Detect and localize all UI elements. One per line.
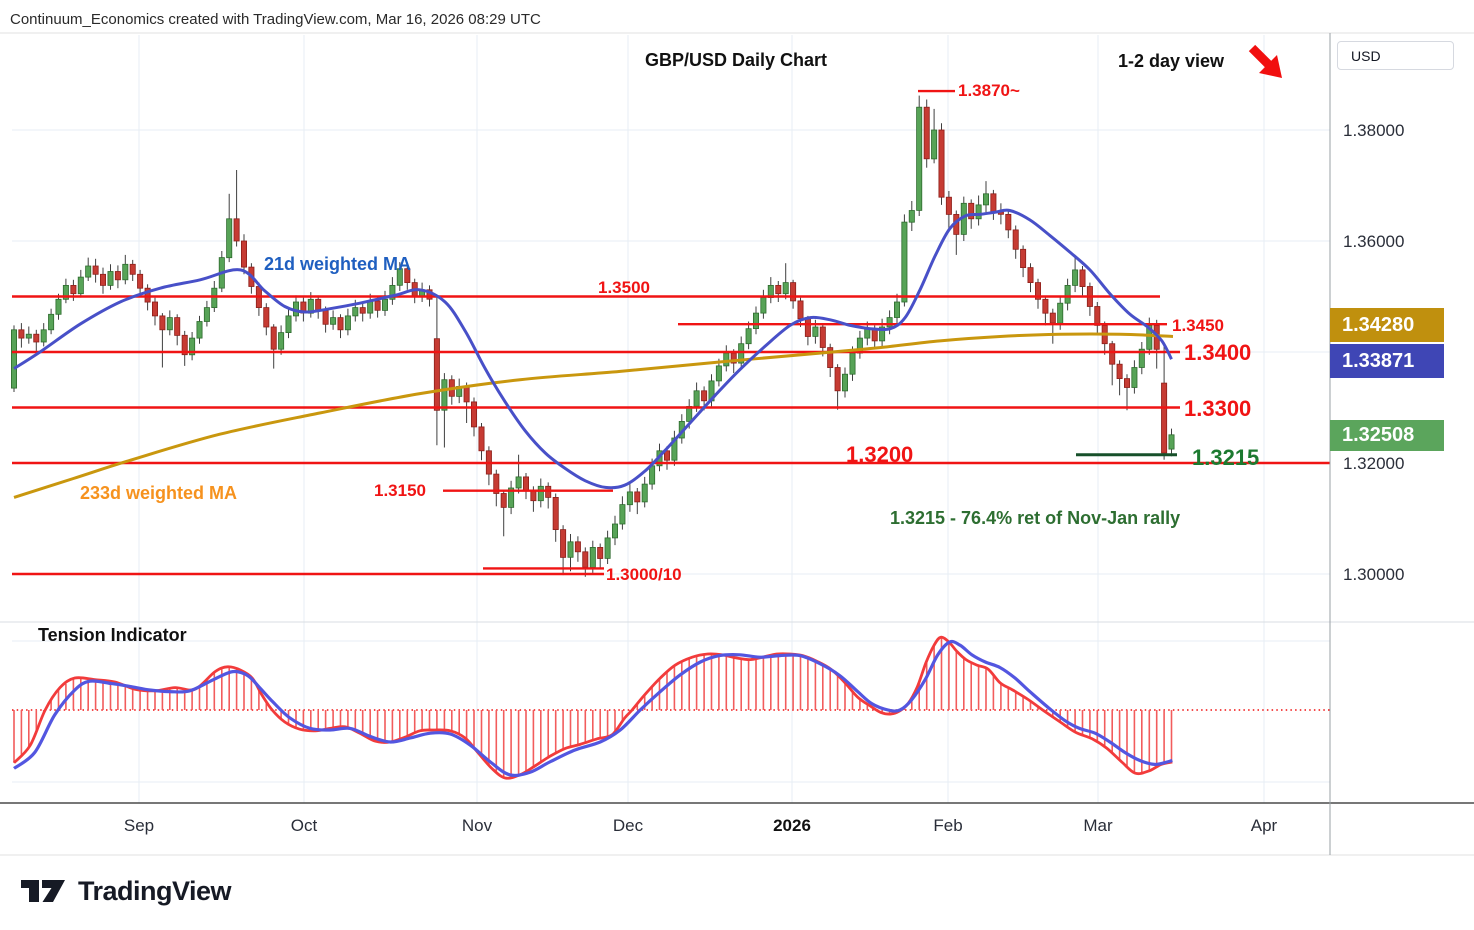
ma-slow-label: 233d weighted MA [80, 483, 238, 503]
level-label: 1.3200 [846, 442, 914, 467]
price-axis-label: 1.38000 [1343, 121, 1405, 140]
grid-layer [12, 35, 1330, 803]
level-label: 1.3400 [1184, 340, 1252, 365]
time-axis-label: Apr [1250, 816, 1278, 835]
price-badge: 1.33871 [1330, 344, 1444, 378]
ma-slow-line [13, 332, 1174, 499]
time-axis-label: Sep [123, 816, 155, 835]
time-axis-label: Feb [933, 816, 963, 835]
tension-slow-line [13, 639, 1173, 778]
tradingview-logo-icon [21, 880, 65, 902]
price-axis-label: 1.30000 [1343, 565, 1405, 584]
time-axis-label: Mar [1083, 816, 1113, 835]
bearish-arrow-icon [1246, 42, 1290, 84]
attribution-text: Continuum_Economics created with Trading… [10, 11, 541, 28]
price-badge: 1.32508 [1330, 420, 1444, 451]
tension-indicator-title: Tension Indicator [38, 625, 187, 645]
level-label: 1.3500 [598, 278, 650, 297]
currency-axis-button[interactable]: USD [1337, 41, 1454, 70]
chart-title: GBP/USD Daily Chart [645, 50, 828, 70]
level-label: 1.3450 [1172, 316, 1224, 335]
tradingview-logo[interactable]: TradingView [20, 874, 232, 908]
level-label: 1.3870~ [958, 81, 1020, 100]
level-label: 1.3150 [374, 481, 426, 500]
level-lines-layer [12, 89, 1330, 576]
level-label: 1.3300 [1184, 396, 1252, 421]
price-axis-label: 1.32000 [1343, 454, 1405, 473]
time-axis-label: Dec [612, 816, 644, 835]
time-axis-label: 2026 [773, 816, 811, 835]
price-axis-label: 1.36000 [1343, 232, 1405, 251]
price-badge: 1.34280 [1330, 308, 1444, 342]
tradingview-logo-text: TradingView [78, 875, 232, 906]
ma-fast-line [13, 208, 1173, 490]
view-horizon-note: 1-2 day view [1118, 51, 1225, 71]
retracement-note: 1.3215 - 76.4% ret of Nov-Jan rally [890, 508, 1181, 528]
ma-fast-label: 21d weighted MA [264, 254, 412, 274]
level-label: 1.3000/10 [606, 565, 682, 584]
tension-fast-line [12, 635, 1173, 780]
panel-separators [0, 32, 1474, 856]
tension-indicator-layer [12, 635, 1330, 780]
time-axis-label: Oct [290, 816, 318, 835]
support-level-label: 1.3215 [1192, 445, 1260, 470]
time-axis-label: Nov [461, 816, 493, 835]
